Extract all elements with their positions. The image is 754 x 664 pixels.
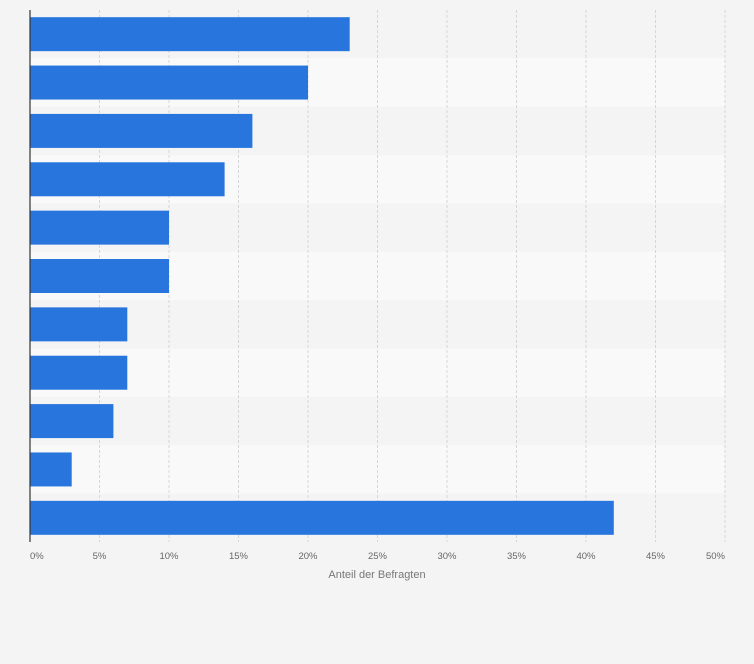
x-tick-label-4: 20% xyxy=(298,551,318,562)
x-tick-label-2: 10% xyxy=(159,551,179,562)
x-tick-label-1: 5% xyxy=(93,551,107,562)
x-tick-label-7: 35% xyxy=(507,551,527,562)
x-tick-label-8: 40% xyxy=(576,551,596,562)
x-tick-label-3: 15% xyxy=(229,551,249,562)
x-tick-label-5: 25% xyxy=(368,551,388,562)
bar-1[interactable] xyxy=(30,65,308,100)
bar-5[interactable] xyxy=(30,259,169,293)
bar-9[interactable] xyxy=(30,452,72,487)
x-axis-label: Anteil der Befragten xyxy=(328,569,425,581)
bar-6[interactable] xyxy=(30,307,128,342)
x-tick-labels: 0% 5% 10% 15% 20% 25% 30% 35% 40% 45% 50% xyxy=(30,551,726,562)
bar-0[interactable] xyxy=(30,17,350,52)
bar-3[interactable] xyxy=(30,162,225,197)
x-tick-label-9: 45% xyxy=(646,551,666,562)
x-tick-label-0: 0% xyxy=(30,551,44,562)
bar-7[interactable] xyxy=(30,355,128,390)
x-tick-label-10: 50% xyxy=(706,551,726,562)
bar-2[interactable] xyxy=(30,113,253,148)
bar-4[interactable] xyxy=(30,210,169,245)
bar-8[interactable] xyxy=(30,404,114,439)
x-tick-label-6: 30% xyxy=(437,551,457,562)
bars xyxy=(30,17,614,535)
bar-10[interactable] xyxy=(30,500,614,535)
